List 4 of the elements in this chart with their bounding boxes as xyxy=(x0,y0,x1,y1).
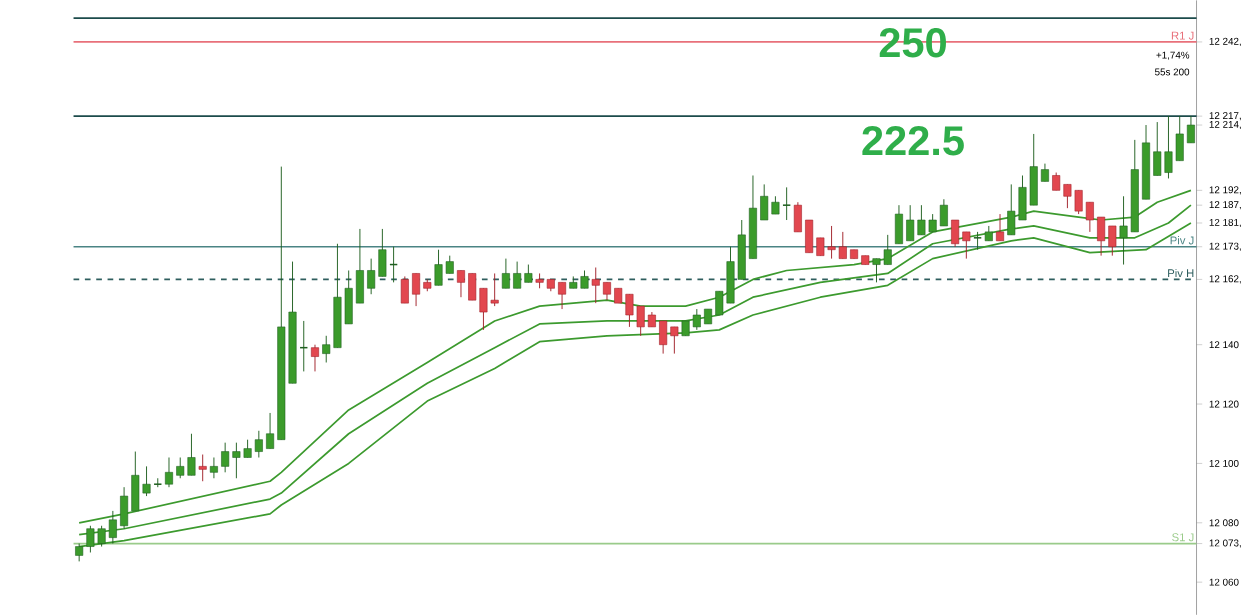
annotation: 222.5 xyxy=(862,126,964,156)
candlestick xyxy=(198,454,207,483)
candlestick xyxy=(996,214,1005,242)
candlestick xyxy=(310,344,319,373)
